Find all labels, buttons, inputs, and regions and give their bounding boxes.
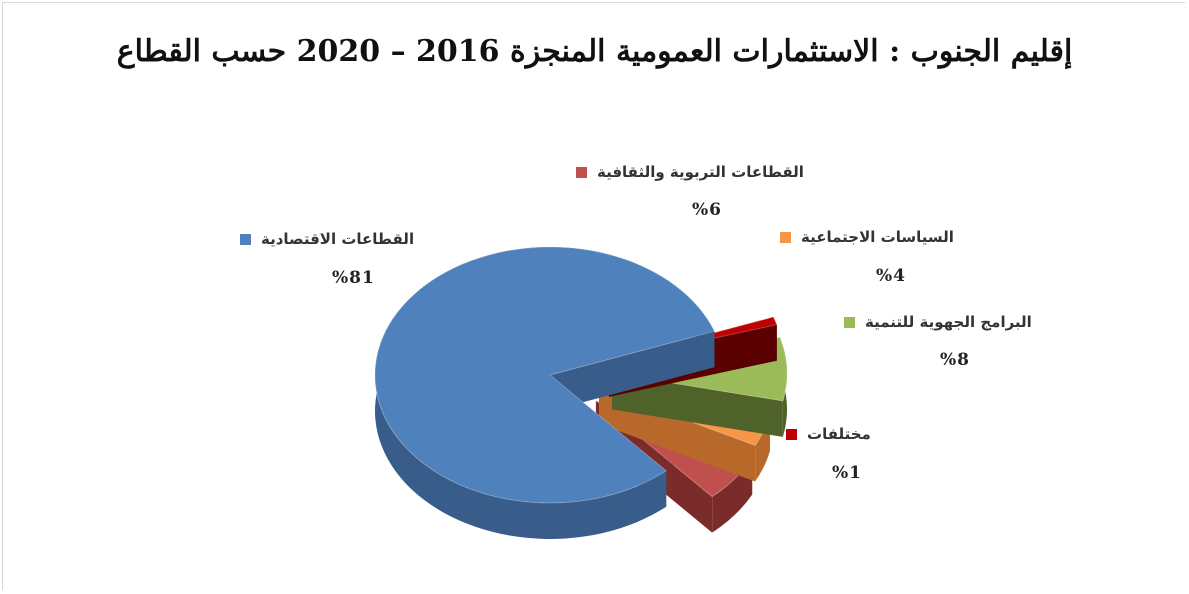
legend-swatch-miscellaneous [786,428,797,440]
legend-item-education-culture: القطاعات التربوية والثقافية [576,163,804,181]
legend-label: مختلفات [807,425,871,443]
slice-rim-education-culture [712,458,753,533]
legend-label: القطاعات الاقتصادية [261,230,415,248]
data-label-education-culture: %6 [692,200,722,220]
slice-side-economic [550,331,715,411]
legend-item-miscellaneous: مختلفات [786,425,871,443]
legend-label: القطاعات التربوية والثقافية [597,163,804,181]
legend-label: السياسات الاجتماعية [801,228,954,246]
legend-label: البرامج الجهوية للتنمية [865,313,1032,331]
legend-swatch-regional-programs [844,316,855,328]
slice-economic [374,246,716,504]
slice-rim-miscellaneous [773,317,777,361]
chart-title: إقليم الجنوب : الاستثمارات العمومية المن… [116,34,1073,69]
data-label-miscellaneous: %1 [832,463,862,483]
legend-item-economic: القطاعات الاقتصادية [240,230,414,248]
data-label-economic: %81 [332,268,375,288]
legend-swatch-education-culture [576,166,587,178]
legend-swatch-economic [240,233,251,245]
data-label-social-policies: %4 [876,266,906,286]
legend-swatch-social-policies [780,231,791,243]
legend-item-social-policies: السياسات الاجتماعية [780,228,954,246]
legend-item-regional-programs: البرامج الجهوية للتنمية [844,313,1032,331]
data-label-regional-programs: %8 [940,350,970,370]
